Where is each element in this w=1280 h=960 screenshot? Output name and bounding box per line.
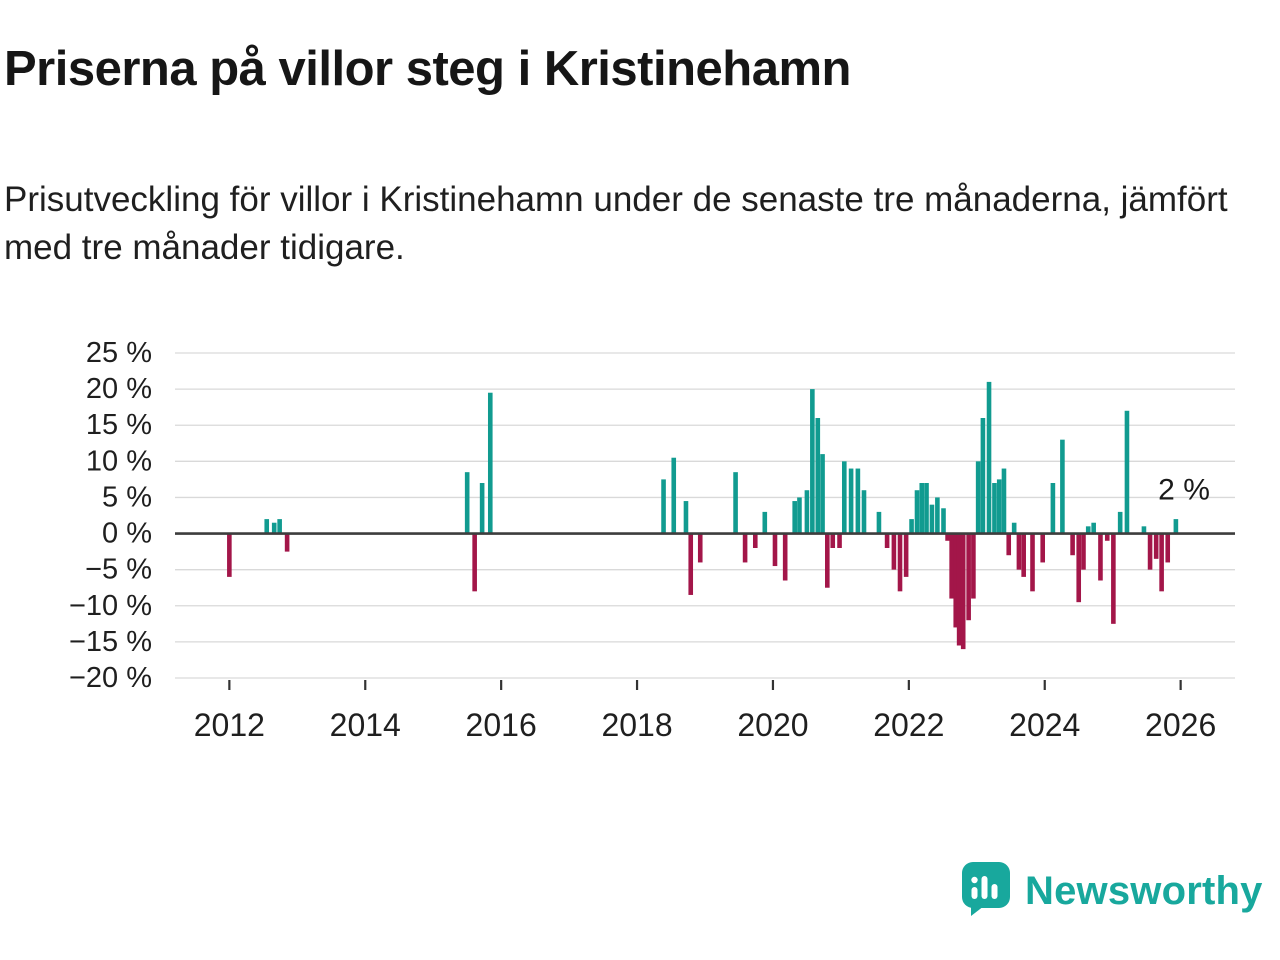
- bar-chart-canvas: 25 % 20 % 15 % 10 % 5 % 0 % −5 % −10 % −15 % −20 …: [69, 337, 1235, 743]
- bar-chart: 25 % 20 % 15 % 10 % 5 % 0 % −5 % −10 % −15 % −20 …: [0, 333, 1280, 763]
- svg-text:2016: 2016: [466, 707, 537, 743]
- svg-text:2026: 2026: [1145, 707, 1216, 743]
- svg-text:2 %: 2 %: [1158, 474, 1210, 507]
- svg-text:2024: 2024: [1009, 707, 1080, 743]
- page-title: Priserna på villor steg i Kristinehamn: [4, 42, 851, 96]
- svg-text:−5 %: −5 %: [85, 554, 152, 586]
- svg-text:2018: 2018: [601, 707, 672, 743]
- brand-name: Newsworthy: [1025, 868, 1263, 913]
- svg-text:25 %: 25 %: [86, 337, 152, 369]
- svg-text:10 %: 10 %: [86, 445, 152, 477]
- svg-text:−15 %: −15 %: [69, 626, 152, 658]
- svg-text:2022: 2022: [873, 707, 944, 743]
- brand-footer: Newsworthy: [960, 860, 1263, 922]
- svg-text:15 %: 15 %: [86, 409, 152, 441]
- svg-text:−10 %: −10 %: [69, 590, 152, 622]
- chart-subtitle: Prisutveckling för villor i Kristinehamn…: [4, 180, 1228, 267]
- svg-text:2014: 2014: [330, 707, 401, 743]
- svg-text:2020: 2020: [737, 707, 808, 743]
- newsworthy-logo-icon: [960, 860, 1012, 922]
- svg-text:0 %: 0 %: [102, 518, 152, 550]
- svg-text:2012: 2012: [194, 707, 265, 743]
- svg-text:5 %: 5 %: [102, 481, 152, 513]
- svg-text:20 %: 20 %: [86, 373, 152, 405]
- svg-text:−20 %: −20 %: [69, 662, 152, 694]
